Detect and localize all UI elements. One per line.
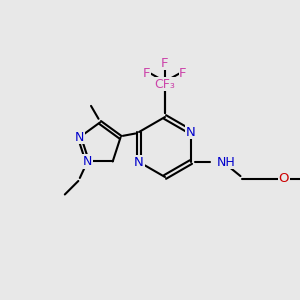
Text: NH: NH	[217, 155, 235, 169]
Text: N: N	[134, 155, 144, 169]
Text: O: O	[279, 172, 289, 185]
Text: N: N	[186, 125, 196, 139]
Text: N: N	[82, 155, 92, 168]
Text: F: F	[161, 56, 169, 70]
Text: F: F	[143, 67, 151, 80]
Text: F: F	[179, 67, 187, 80]
Text: CF₃: CF₃	[154, 77, 176, 91]
Text: N: N	[75, 131, 84, 144]
